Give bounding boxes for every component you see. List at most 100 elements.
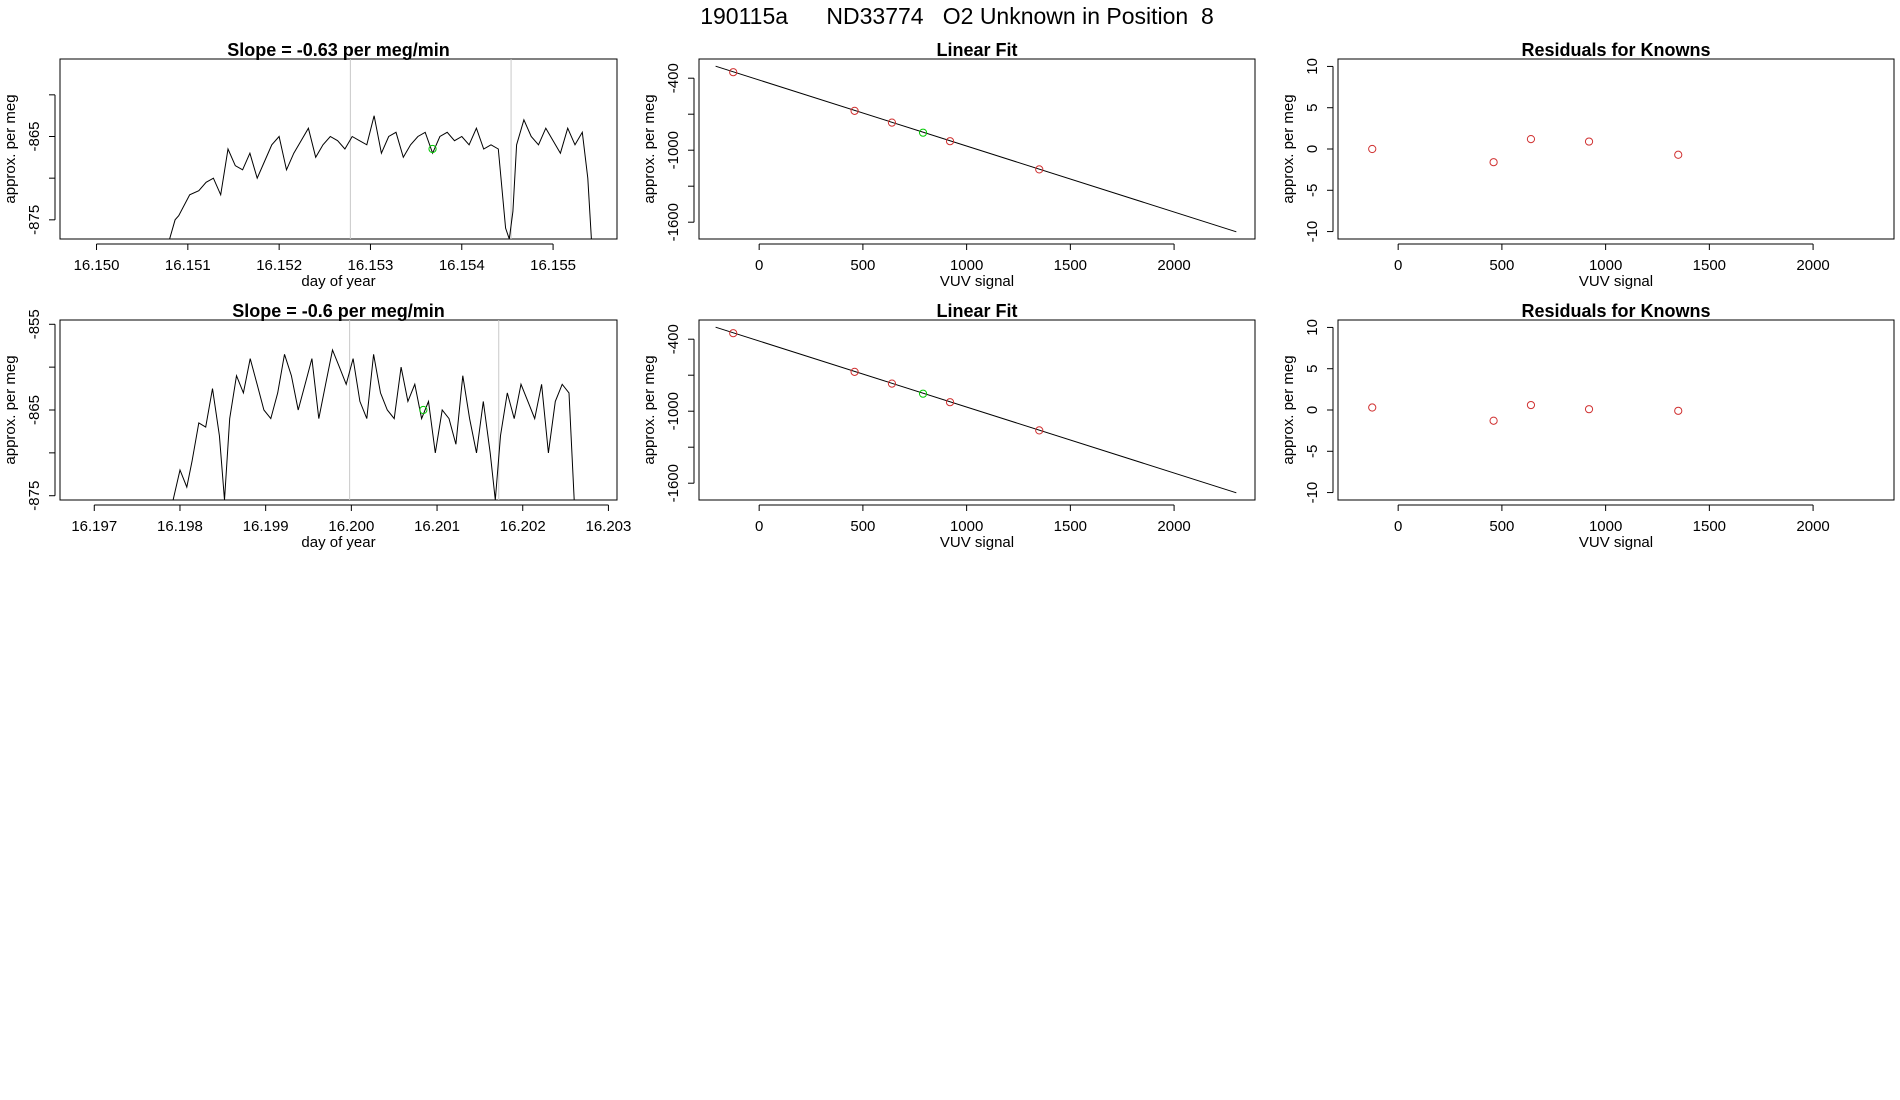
data-point [729,329,738,338]
data-point [428,144,437,154]
data-point [1674,150,1683,159]
plot-area [1368,400,1683,425]
x-tick-label: 1500 [1693,518,1726,535]
x-axis-label: day of year [301,534,375,551]
chart-title: Residuals for Knowns [1521,301,1710,321]
x-tick-label: 2000 [1157,518,1190,535]
y-tick-label: 10 [1304,58,1321,75]
data-point [1035,165,1044,174]
data-point [945,137,955,146]
chart-title: Linear Fit [936,40,1017,60]
plot-area [172,348,575,500]
y-axis-label: approx. per meg [2,94,19,203]
y-tick-label: 5 [1304,365,1321,373]
data-point [1584,137,1594,146]
chart-panel-3: Residuals for Knowns 0 500 1000 1500 2000 VUV … [1280,40,1895,290]
plot-area [1368,134,1683,167]
data-point [1368,144,1377,154]
plot-frame [59,319,618,501]
y-axis-label: approx. per meg [2,355,19,464]
x-tick-label: 16.155 [530,257,576,274]
x-tick-label: 1500 [1054,257,1087,274]
data-point [945,398,955,407]
x-axis-label: VUV signal [1579,273,1653,290]
y-tick-label: -400 [665,63,682,93]
x-axis-label: day of year [301,273,375,290]
x-tick-label: 2000 [1157,257,1190,274]
plot-frame [59,58,618,240]
y-tick-label: -855 [26,309,43,339]
plot-area [715,326,1237,494]
x-tick-label: 0 [1394,257,1402,274]
x-tick-label: 16.154 [439,257,485,274]
y-tick-label: -1600 [665,464,682,502]
x-axis-label: VUV signal [1579,534,1653,551]
data-point [1584,405,1594,414]
y-tick-label: -10 [1304,221,1321,243]
series-line [169,115,592,239]
y-axis-label: approx. per meg [1280,94,1297,203]
x-tick-label: 2000 [1796,257,1829,274]
chart-title: Residuals for Knowns [1521,40,1710,60]
y-axis-label: approx. per meg [641,355,658,464]
x-tick-label: 500 [850,257,875,274]
chart-panel-5: Linear Fit 0 500 1000 1500 2000 VUV signal -400… [641,301,1256,551]
fit-line [715,65,1237,233]
data-point [850,106,859,115]
data-point [729,68,738,77]
data-point [1368,403,1377,412]
x-tick-label: 16.152 [256,257,302,274]
data-point [887,379,897,388]
x-tick-label: 16.201 [414,518,460,535]
y-tick-label: 5 [1304,104,1321,112]
fit-line [715,326,1237,494]
x-tick-label: 1000 [1589,518,1622,535]
data-point [1035,426,1044,435]
x-tick-label: 1000 [950,518,983,535]
x-tick-label: 2000 [1796,518,1829,535]
chart-title: Slope = -0.6 per meg/min [232,301,445,321]
y-tick-label: -1600 [665,203,682,241]
x-tick-label: 16.150 [74,257,120,274]
panels: Slope = -0.63 per meg/min 16.150 16.151 16.… [2,40,1895,551]
y-tick-label: 0 [1304,406,1321,414]
y-tick-label: -1000 [665,392,682,430]
x-tick-label: 500 [1489,518,1514,535]
x-tick-label: 16.151 [165,257,211,274]
x-tick-label: 1500 [1693,257,1726,274]
data-point [1674,406,1683,415]
y-axis-label: approx. per meg [641,94,658,203]
x-tick-label: 0 [1394,518,1402,535]
chart-panel-6: Residuals for Knowns 0 500 1000 1500 2000 VUV … [1280,301,1895,551]
x-tick-label: 16.200 [328,518,374,535]
data-point [850,367,859,376]
page-title: 190115a ND33774 O2 Unknown in Position 8 [700,3,1214,29]
y-tick-label: -400 [665,324,682,354]
x-tick-label: 500 [1489,257,1514,274]
x-tick-label: 16.198 [157,518,203,535]
x-tick-label: 16.202 [500,518,546,535]
y-tick-label: -5 [1304,184,1321,197]
x-axis-label: VUV signal [940,534,1014,551]
x-tick-label: 16.153 [348,257,394,274]
data-point [1489,416,1498,425]
data-point [419,405,428,415]
chart-panel-2: Linear Fit 0 500 1000 1500 2000 VUV signal -400… [641,40,1256,290]
y-tick-label: -10 [1304,482,1321,504]
plot-area [169,115,592,239]
x-tick-label: 16.199 [243,518,289,535]
data-point [918,389,928,398]
x-tick-label: 1500 [1054,518,1087,535]
series-line [172,348,575,500]
y-tick-label: -875 [26,481,43,511]
x-tick-label: 16.203 [585,518,631,535]
y-tick-label: 0 [1304,145,1321,153]
x-tick-label: 1000 [950,257,983,274]
x-tick-label: 1000 [1589,257,1622,274]
chart-title: Linear Fit [936,301,1017,321]
plot-frame [1337,319,1895,501]
x-tick-label: 16.197 [71,518,117,535]
chart-panel-4: Slope = -0.6 per meg/min 16.197 16.198 16.1… [2,301,631,551]
y-tick-label: 10 [1304,319,1321,336]
